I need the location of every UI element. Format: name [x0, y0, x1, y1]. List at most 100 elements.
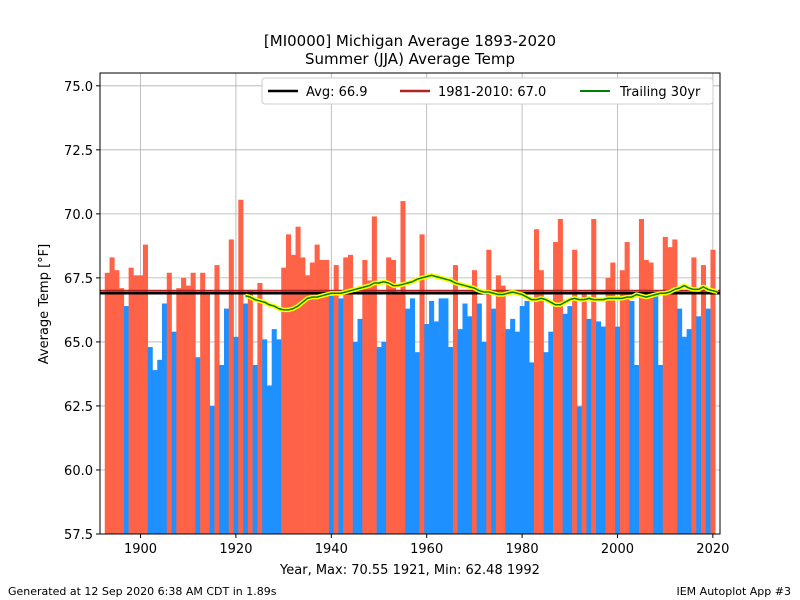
- bar: [615, 326, 621, 534]
- y-axis: 57.5 60.0 62.5 65.0 67.5 70.0 72.5 75.0: [64, 80, 100, 543]
- bar: [252, 364, 258, 534]
- bar: [162, 303, 168, 534]
- bar: [119, 288, 125, 534]
- bar: [438, 298, 444, 534]
- bar: [176, 288, 182, 534]
- bar: [405, 308, 411, 534]
- x-tick-label: 1980: [506, 542, 539, 557]
- bar: [247, 290, 253, 534]
- x-tick-label: 1960: [410, 542, 443, 557]
- y-axis-label: Average Temp [°F]: [37, 244, 52, 364]
- bar: [305, 275, 311, 534]
- bar: [510, 318, 516, 534]
- bar: [457, 329, 463, 534]
- bar: [376, 347, 382, 534]
- bar: [362, 259, 368, 534]
- chart-subtitle: Summer (JJA) Average Temp: [305, 50, 515, 68]
- bar: [314, 244, 320, 534]
- footer-generated-text: Generated at 12 Sep 2020 6:38 AM CDT in …: [8, 585, 277, 598]
- bar: [491, 308, 497, 534]
- bar: [600, 326, 606, 534]
- bar: [605, 277, 611, 534]
- bar: [324, 259, 330, 534]
- bar: [576, 406, 582, 534]
- bar: [281, 267, 287, 534]
- bar: [300, 257, 306, 534]
- x-tick-label: 2000: [601, 542, 634, 557]
- bar: [390, 259, 396, 534]
- legend-avg-label: Avg: 66.9: [306, 85, 368, 100]
- bar: [352, 341, 358, 534]
- x-tick-label: 2020: [696, 542, 729, 557]
- bar: [486, 249, 492, 534]
- bar: [190, 272, 196, 534]
- bar: [424, 323, 430, 534]
- bar: [348, 254, 354, 535]
- bar: [481, 341, 487, 534]
- bar: [371, 216, 377, 534]
- bar: [524, 300, 530, 534]
- bar: [448, 347, 454, 534]
- bar: [147, 347, 153, 534]
- chart-title: [MI0000] Michigan Average 1893-2020: [264, 32, 556, 50]
- bar: [104, 272, 110, 534]
- bar: [185, 285, 191, 534]
- bar: [581, 293, 587, 534]
- bar: [705, 308, 711, 534]
- bar: [700, 265, 706, 534]
- footer-app-label: IEM Autoplot App #3: [676, 585, 791, 598]
- bar: [224, 308, 230, 534]
- bar: [233, 336, 239, 534]
- bar: [553, 242, 559, 535]
- bar: [381, 341, 387, 534]
- bar: [638, 218, 644, 534]
- bar: [195, 357, 201, 534]
- bar: [209, 405, 215, 534]
- bar: [133, 275, 139, 534]
- bar: [138, 275, 144, 534]
- bar: [495, 275, 501, 534]
- bar: [200, 272, 206, 534]
- bar: [567, 306, 573, 534]
- bar: [414, 352, 420, 534]
- bar: [505, 329, 511, 534]
- plot-frame: [99, 72, 721, 535]
- x-axis-label: Year, Max: 70.55 1921, Min: 62.48 1992: [279, 563, 540, 578]
- bar: [610, 262, 616, 534]
- bar: [662, 236, 668, 534]
- bar: [543, 352, 549, 534]
- bar: [290, 254, 296, 535]
- bar: [114, 270, 120, 534]
- bars: [104, 199, 716, 535]
- legend: Avg: 66.9 1981-2010: 67.0 Trailing 30yr: [261, 77, 714, 105]
- bar: [152, 370, 158, 534]
- bar: [295, 226, 301, 534]
- bar: [357, 318, 363, 534]
- x-tick-label: 1900: [124, 542, 157, 557]
- bar: [328, 295, 334, 534]
- bar: [710, 249, 716, 534]
- bar: [634, 364, 640, 534]
- bar: [204, 293, 210, 534]
- bar: [309, 262, 315, 534]
- bar: [596, 321, 602, 534]
- bar: [343, 257, 349, 534]
- bar: [538, 270, 544, 534]
- y-tick-label: 57.5: [64, 528, 93, 543]
- x-axis: 1900 1920 1940 1960 1980 2000 2020: [124, 534, 729, 557]
- y-tick-label: 62.5: [64, 400, 93, 415]
- bar: [586, 318, 592, 534]
- bar: [648, 262, 654, 534]
- bar: [500, 285, 506, 534]
- bar: [333, 265, 339, 534]
- legend-box: [261, 77, 714, 105]
- bar: [591, 218, 597, 534]
- bar: [286, 234, 292, 534]
- bar: [171, 331, 177, 534]
- bar: [367, 280, 373, 534]
- bar: [681, 336, 687, 534]
- legend-trailing-label: Trailing 30yr: [619, 85, 701, 100]
- bar: [677, 308, 683, 534]
- bar: [462, 303, 468, 534]
